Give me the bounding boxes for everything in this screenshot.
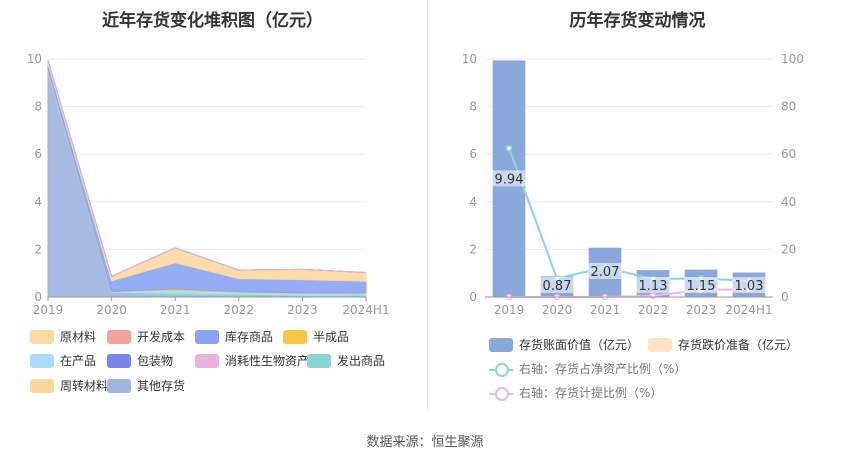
left-legend: 原材料 开发成本 库存商品 半成品在产品 包装物 消耗性生物资产 发出商品周转材料 其他存货	[0, 0, 425, 410]
right-y2-tick-label: 0	[781, 290, 789, 304]
right-y-tick-label: 8	[469, 100, 477, 114]
legend-swatch	[30, 378, 54, 393]
right-y-tick-label: 2	[469, 242, 477, 256]
legend-label: 周转材料	[60, 379, 109, 393]
left-y-tick-label: 2	[34, 242, 42, 256]
right-y2-tick-label: 100	[781, 52, 804, 66]
left-x-tick-label: 2019	[33, 303, 64, 317]
bar-label-bg	[684, 277, 718, 293]
right-x-tick-label: 2019	[494, 303, 525, 317]
legend-item[interactable]: 消耗性生物资产	[195, 352, 309, 369]
right-x-tick-label: 2022	[638, 303, 669, 317]
right-y-tick-label: 10	[462, 52, 477, 66]
left-x-tick-label: 2021	[160, 303, 191, 317]
legend-item[interactable]: 开发成本	[107, 328, 185, 345]
right-y2-tick-label: 40	[781, 195, 796, 209]
right-y-tick-label: 0	[469, 290, 477, 304]
legend-label: 原材料	[60, 330, 97, 344]
bar-label-bg	[492, 170, 526, 187]
legend-label: 发出商品	[337, 354, 386, 368]
legend-item[interactable]: 存货账面价值（亿元）	[489, 336, 639, 353]
right-legend: 存货账面价值（亿元） 存货跌价准备（亿元） 右轴：存货占净资产比例（%） 右轴：存货计…	[425, 0, 850, 410]
legend-swatch	[489, 386, 513, 401]
right-chart-title: 历年存货变动情况	[569, 11, 706, 31]
right-y2-tick-label: 20	[781, 242, 796, 256]
panel-divider	[427, 0, 428, 410]
legend-item[interactable]: 存货跌价准备（亿元）	[648, 336, 798, 353]
legend-label: 存货账面价值（亿元）	[519, 338, 640, 352]
right-x-tick-label: 2021	[590, 303, 621, 317]
charts-canvas: 0 2 4 6 8 10 2019 2020 2021 2022 2023 2024H1 0 2 4 6 8 10…	[27, 52, 804, 317]
right-x-tick-label: 2020	[542, 303, 573, 317]
bar-value-label: 0.87	[543, 279, 572, 294]
legend-swatch	[195, 353, 219, 368]
left-x-tick-label: 2023	[287, 303, 318, 317]
legend-item[interactable]: 右轴：存货占净资产比例（%）	[489, 360, 686, 377]
legend-swatch	[195, 329, 219, 344]
left-x-tick-label: 2020	[96, 303, 127, 317]
bar-value-label: 1.13	[639, 279, 668, 294]
right-y-tick-label: 6	[469, 147, 477, 161]
legend-swatch	[489, 337, 513, 352]
right-y-tick-label: 4	[469, 195, 477, 209]
bar-label-bg	[588, 263, 622, 279]
legend-item[interactable]: 发出商品	[307, 352, 385, 369]
legend-label: 包装物	[137, 354, 174, 368]
legend-swatch	[107, 353, 131, 368]
left-y-tick-label: 8	[34, 100, 42, 114]
legend-item[interactable]: 在产品	[30, 352, 96, 369]
point-ratio-net-assets	[505, 145, 513, 152]
legend-item[interactable]: 包装物	[107, 352, 173, 369]
bar-label-bg	[540, 277, 574, 293]
right-x-tick-label: 2024H1	[725, 303, 772, 317]
legend-item[interactable]: 库存商品	[195, 328, 273, 345]
legend-swatch	[30, 353, 54, 368]
left-y-tick-label: 6	[34, 147, 42, 161]
legend-label: 其他存货	[137, 379, 186, 393]
legend-label: 右轴：存货计提比例（%）	[519, 386, 663, 400]
data-source: 数据来源：恒生聚源	[366, 435, 484, 450]
right-y2-tick-label: 80	[781, 100, 796, 114]
left-y-tick-label: 10	[27, 52, 42, 66]
right-x-tick-label: 2023	[686, 303, 717, 317]
legend-label: 开发成本	[137, 330, 186, 344]
legend-swatch	[107, 378, 131, 393]
right-y2-tick-label: 60	[781, 147, 796, 161]
legend-swatch	[30, 329, 54, 344]
legend-swatch	[489, 362, 513, 377]
legend-label: 库存商品	[225, 330, 274, 344]
left-y-tick-label: 4	[34, 195, 42, 209]
left-chart-title: 近年存货变化堆积图（亿元）	[102, 11, 323, 31]
left-x-tick-label: 2022	[224, 303, 255, 317]
legend-swatch	[283, 329, 307, 344]
left-y-tick-label: 0	[34, 290, 42, 304]
legend-label: 消耗性生物资产	[225, 354, 310, 368]
legend-swatch	[648, 337, 672, 352]
legend-label: 存货跌价准备（亿元）	[678, 338, 799, 352]
bar-value-label: 1.15	[687, 279, 716, 294]
bar-label-bg	[636, 277, 670, 293]
legend-swatch	[307, 353, 331, 368]
legend-label: 半成品	[313, 330, 350, 344]
legend-item[interactable]: 右轴：存货计提比例（%）	[489, 384, 662, 401]
bar-value-label: 2.07	[591, 265, 620, 280]
legend-item[interactable]: 原材料	[30, 328, 96, 345]
legend-item[interactable]: 周转材料	[30, 377, 108, 394]
bar-label-bg	[732, 277, 766, 293]
area-消耗性生物资产	[47, 60, 367, 277]
bar-value-label: 9.94	[495, 172, 524, 187]
legend-item[interactable]: 其他存货	[107, 377, 185, 394]
left-x-tick-label: 2024H1	[342, 303, 389, 317]
legend-swatch	[107, 329, 131, 344]
legend-label: 在产品	[60, 354, 97, 368]
legend-item[interactable]: 半成品	[283, 328, 349, 345]
legend-label: 右轴：存货占净资产比例（%）	[519, 362, 687, 376]
bar-value-label: 1.03	[735, 279, 764, 294]
